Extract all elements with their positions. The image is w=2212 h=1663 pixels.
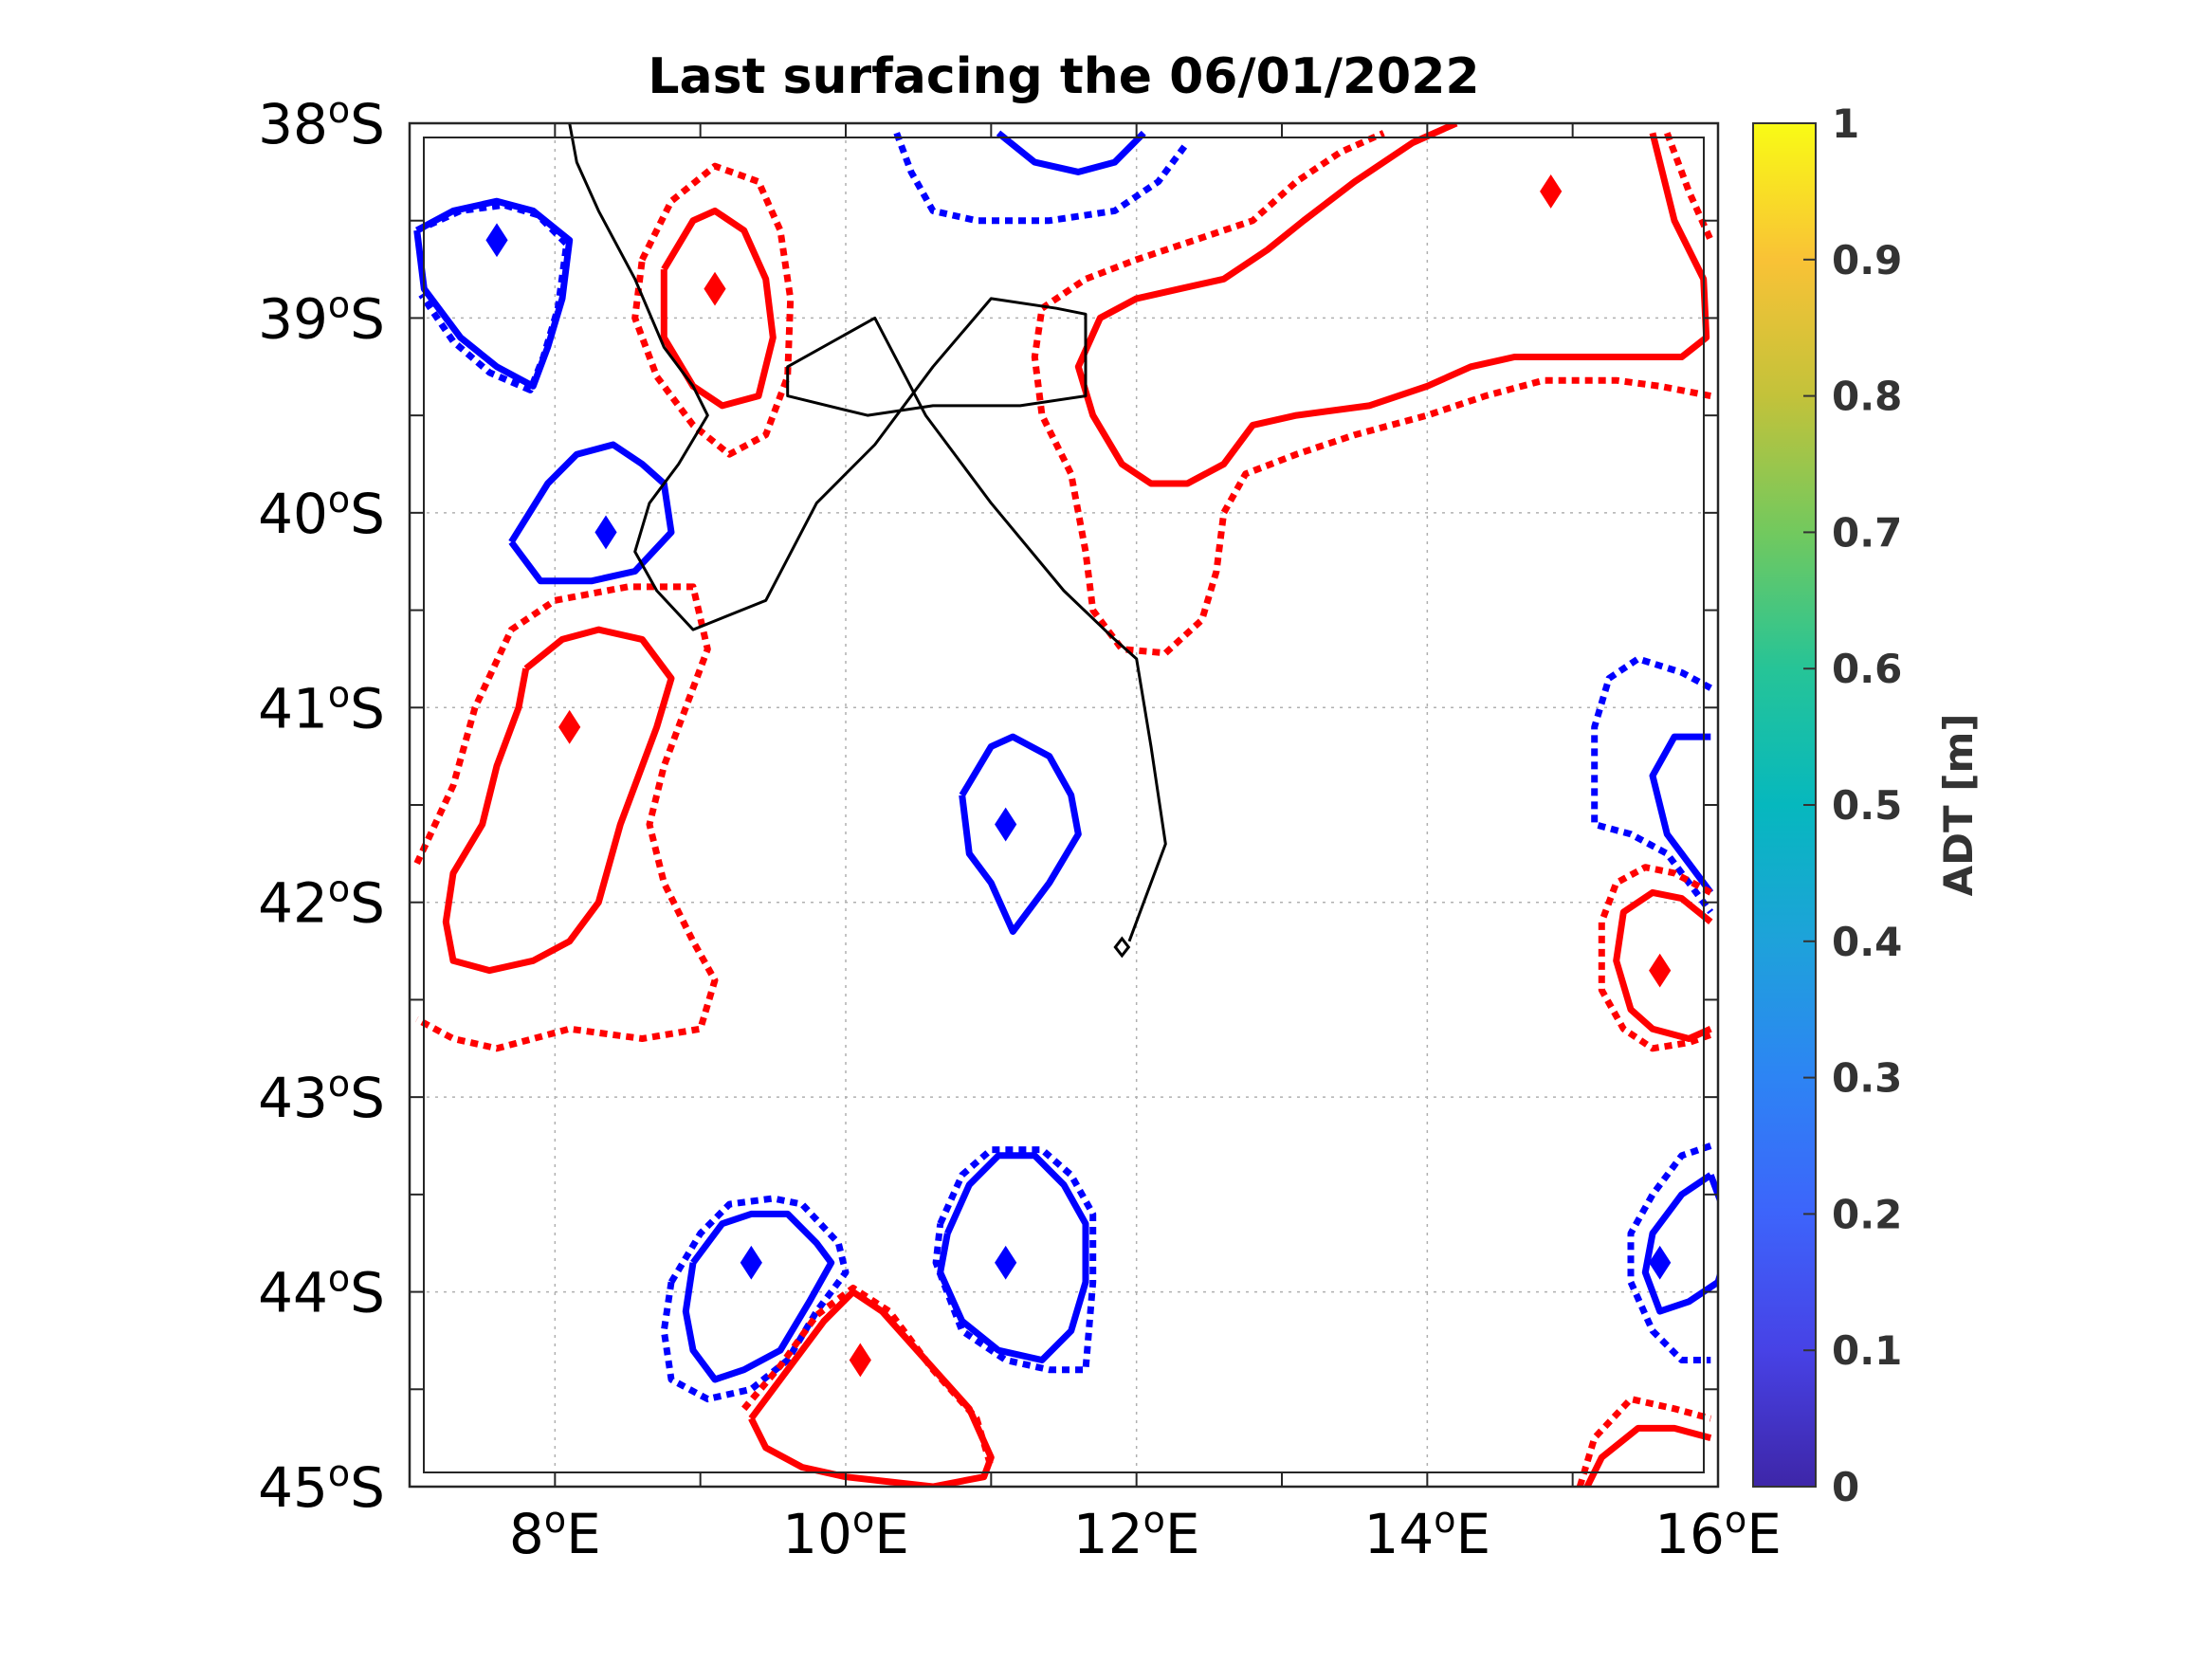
trajectory-path: [568, 122, 1167, 942]
cyclonic-eddy-center-marker: [1649, 1245, 1672, 1280]
cyclonic-eddy-contour-solid: [996, 130, 1146, 175]
cyclonic-eddy-contour-solid: [413, 197, 574, 390]
cyclonic-eddy-contour-dotted: [1591, 655, 1714, 915]
colorbar-tick-label: 0.1: [1832, 1327, 1902, 1374]
longitude-tick-label: 10oE: [782, 1499, 909, 1566]
latitude-tick-label: 40oS: [258, 479, 385, 546]
cyclonic-eddy-contour-solid: [959, 733, 1082, 935]
eddy-centers: [485, 174, 1672, 1378]
longitude-tick-label: 12oE: [1073, 1499, 1200, 1566]
cyclonic-eddy-center-marker: [594, 515, 617, 550]
colorbar: 0 0.1 0.2 0.3 0.4 0.5 0.6 0.7 0.8 0.9 1 ADT [m]: [1752, 101, 1982, 1510]
cyclonic-eddy-contour-dotted: [660, 1195, 850, 1403]
colorbar-tick-label: 0: [1832, 1464, 1859, 1510]
colorbar-tick-label: 0.4: [1832, 919, 1902, 965]
anticyclonic-eddy-contour-dotted: [1598, 864, 1712, 1052]
longitude-tick-labels: 8oE 10oE 12oE 14oE 16oE: [509, 1499, 1782, 1566]
anticyclonic-eddy-contour-dotted: [413, 583, 719, 1052]
latitude-tick-label: 41oS: [258, 673, 385, 740]
cyclonic-eddy-center-marker: [740, 1245, 762, 1280]
latitude-tick-label: 38oS: [258, 89, 385, 156]
cyclonic-eddy-center-marker: [995, 1245, 1017, 1280]
anticyclonic-eddy-contour-solid: [1074, 123, 1710, 487]
anticyclonic-eddy-center-marker: [558, 709, 581, 744]
cyclonic-eddy-center-marker: [485, 223, 508, 258]
plot-frame: [408, 121, 1720, 1489]
figure-title: Last surfacing the 06/01/2022: [648, 48, 1479, 105]
colorbar-label: ADT [m]: [1935, 714, 1982, 897]
anticyclonic-eddy-contour-dotted: [1031, 130, 1711, 657]
colorbar-tick-label: 0.9: [1832, 237, 1902, 283]
cyclonic-eddy-contour-dotted: [415, 201, 571, 393]
longitude-tick-label: 8oE: [509, 1499, 601, 1566]
plot-inner-frame: [423, 137, 1705, 1473]
anticyclonic-eddy-contour-dotted: [1576, 1396, 1712, 1487]
anticyclonic-eddy-contour-solid: [1613, 888, 1713, 1042]
cyclonic-eddy-center-marker: [995, 807, 1017, 842]
cyclonic-eddy-contour-solid: [682, 1210, 835, 1383]
colorbar-tick-label: 0.8: [1832, 374, 1902, 420]
colorbar-tick-label: 0.5: [1832, 782, 1902, 829]
float-trajectory: [568, 122, 1167, 959]
anticyclonic-eddy-contour-dotted: [741, 1285, 995, 1469]
cyclonic-eddy-contour-solid: [1641, 1172, 1718, 1315]
grid-lines: [410, 123, 1718, 1487]
latitude-tick-label: 39oS: [258, 283, 385, 351]
cyclonic-eddy-contour-solid: [937, 1152, 1089, 1363]
colorbar-tick-label: 0.7: [1832, 509, 1902, 556]
anticyclonic-eddy-contour-solid: [1583, 1424, 1712, 1487]
colorbar-tick-label: 0.2: [1832, 1191, 1902, 1237]
colorbar-tick-label: 1: [1832, 101, 1859, 147]
anticyclonic-eddy-center-marker: [1540, 174, 1563, 209]
colorbar-tick-label: 0.3: [1832, 1055, 1902, 1102]
latitude-tick-labels: 38oS 39oS 40oS 41oS 42oS 43oS 44oS 45oS: [258, 89, 385, 1520]
anticyclonic-eddy-contour-solid: [660, 207, 777, 410]
latitude-tick-label: 44oS: [258, 1258, 385, 1325]
cyclonic-eddy-contour-dotted: [893, 132, 1191, 225]
colorbar-tick-label: 0.6: [1832, 646, 1902, 692]
last-position-marker: [1113, 936, 1131, 959]
anticyclonic-eddy-center-marker: [849, 1343, 871, 1378]
latitude-tick-label: 42oS: [258, 868, 385, 936]
anticyclonic-eddy-contour-solid: [442, 626, 675, 975]
cyclonic-eddy-contour-dotted: [1627, 1142, 1712, 1363]
anticyclonic-eddy-center-marker: [1649, 953, 1672, 988]
anticyclonic-eddy-center-marker: [704, 271, 726, 306]
eddy-contours: [413, 123, 1718, 1487]
axes-frame: [408, 121, 1720, 1489]
longitude-tick-label: 14oE: [1363, 1499, 1490, 1566]
cyclonic-eddy-contour-solid: [1649, 733, 1714, 895]
anticyclonic-eddy-contour-solid: [748, 1288, 995, 1487]
colorbar-ticks: 0 0.1 0.2 0.3 0.4 0.5 0.6 0.7 0.8 0.9 1: [1803, 101, 1902, 1510]
latitude-tick-label: 43oS: [258, 1063, 385, 1130]
cyclonic-eddy-contour-dotted: [932, 1146, 1097, 1374]
anticyclonic-eddy-contour-dotted: [631, 162, 795, 458]
longitude-tick-label: 16oE: [1654, 1499, 1782, 1566]
latitude-tick-label: 45oS: [258, 1453, 385, 1520]
